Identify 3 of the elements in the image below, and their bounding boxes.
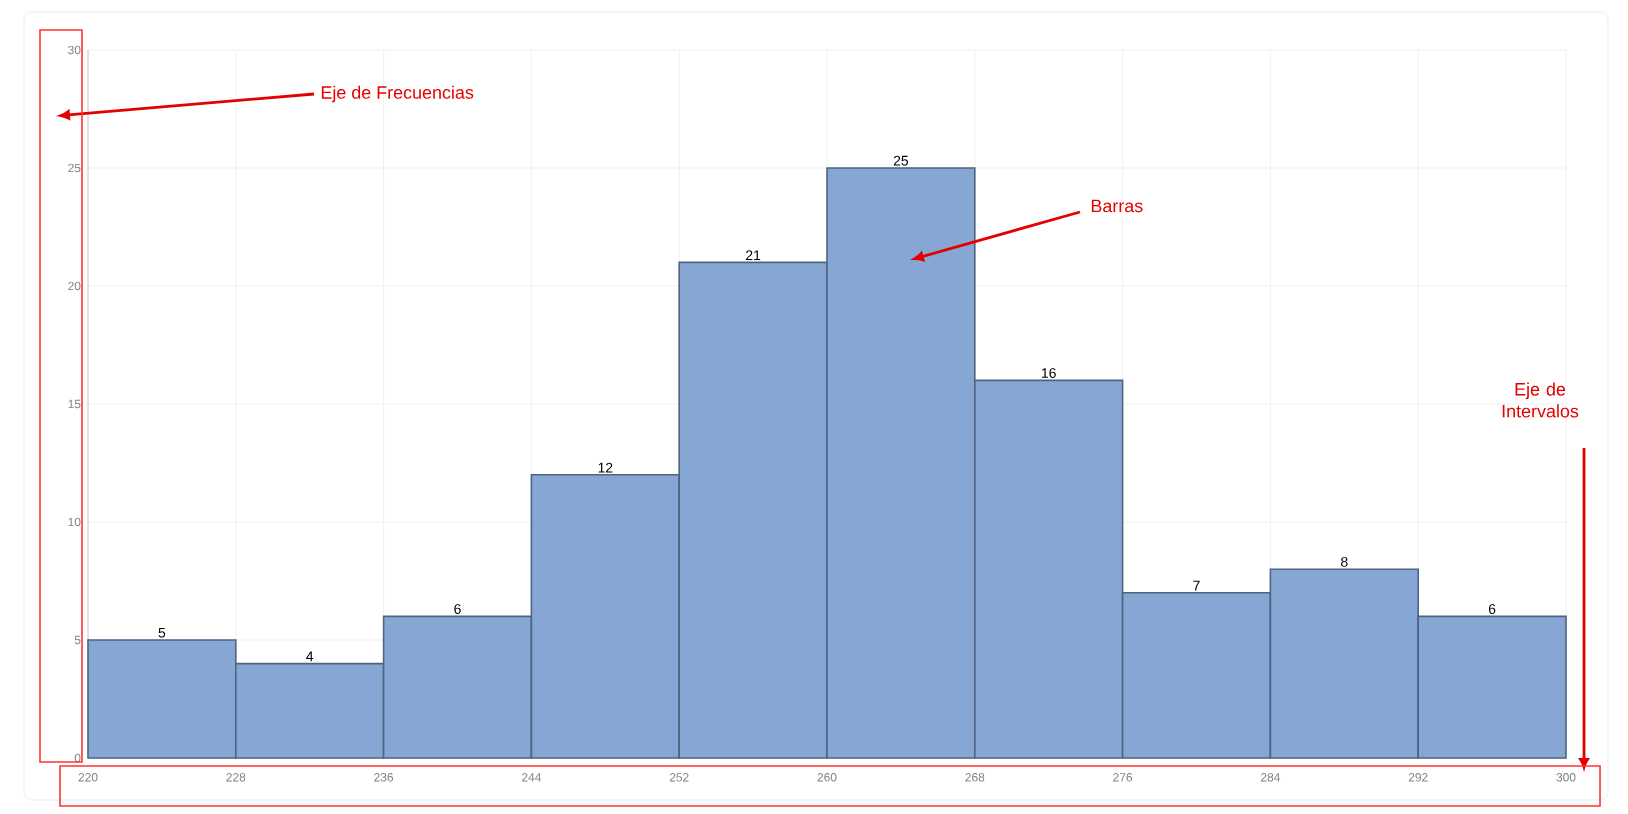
annotation: Eje de Frecuencias [321, 85, 474, 103]
annotation: Barras [1091, 199, 1143, 213]
annotation: Eje de Intervalos [1502, 382, 1579, 418]
